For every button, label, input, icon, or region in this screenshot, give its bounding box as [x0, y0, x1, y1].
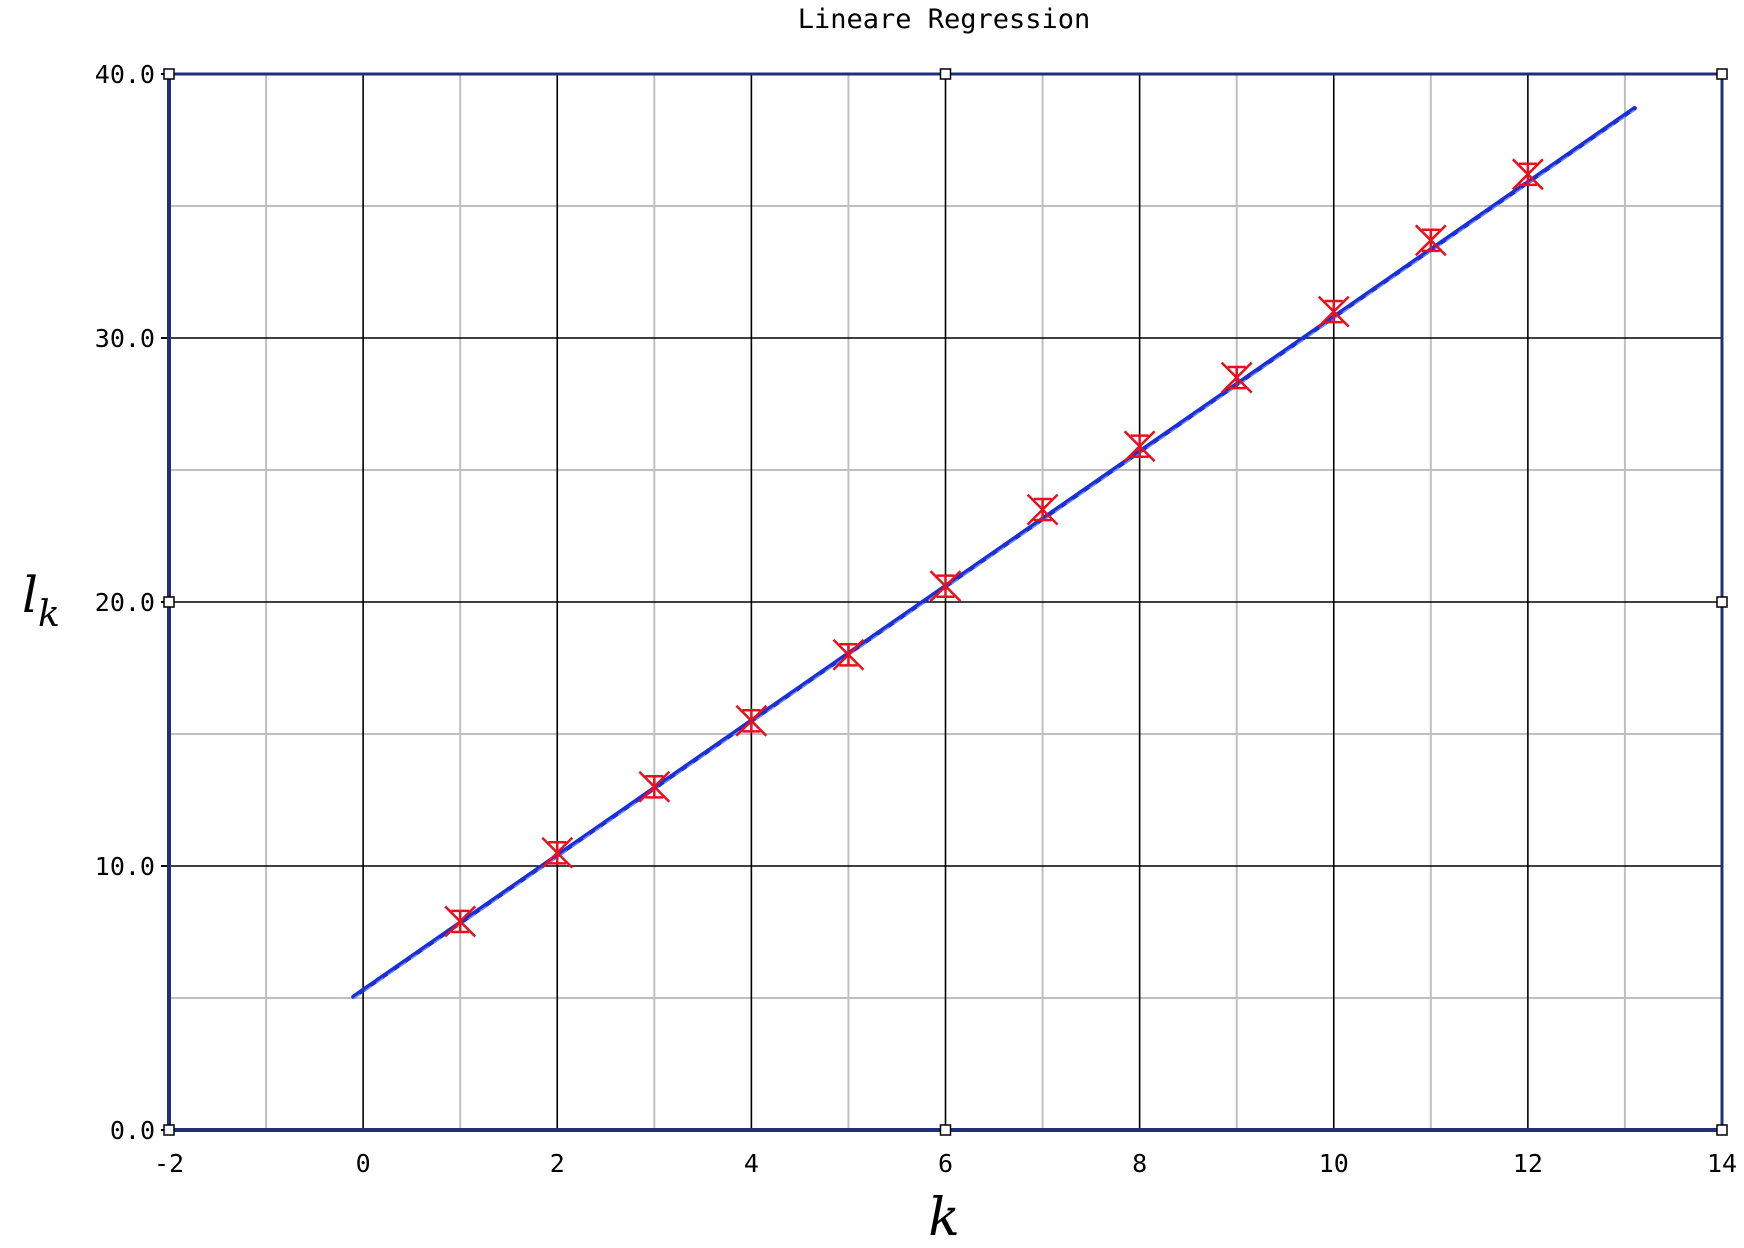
frame-handle	[1716, 596, 1728, 608]
point-marker-stroke-b	[638, 770, 671, 803]
y-axis-label: lk	[22, 566, 60, 635]
data-point	[1220, 361, 1253, 394]
point-marker-stroke-b	[929, 570, 962, 603]
point-marker-stroke-b	[1123, 430, 1156, 463]
frame-handle	[163, 68, 175, 80]
y-tick-label: 10.0	[95, 852, 155, 881]
fit-line-layer	[351, 105, 1637, 1000]
data-point	[929, 570, 962, 603]
data-point	[541, 836, 574, 869]
point-marker-stroke-b	[1317, 295, 1350, 328]
data-point	[444, 905, 477, 938]
point-marker-stroke-b	[444, 905, 477, 938]
y-tick-labels: 0.0 10.0 20.0 30.0 40.0	[95, 60, 155, 1145]
y-axis-label-main: l	[22, 566, 38, 624]
frame-handles	[163, 68, 1728, 1136]
data-point	[638, 770, 671, 803]
point-marker-stroke-b	[1414, 224, 1447, 257]
data-point	[735, 704, 768, 737]
x-tick-label: 14	[1707, 1149, 1737, 1178]
x-tick-label: 6	[938, 1149, 953, 1178]
y-tick-label: 0.0	[110, 1116, 155, 1145]
y-tick-label: 20.0	[95, 588, 155, 617]
frame-handle	[163, 596, 175, 608]
data-point	[1123, 430, 1156, 463]
frame-handle	[939, 1124, 952, 1136]
data-point	[1414, 224, 1447, 257]
x-tick-label: 12	[1513, 1149, 1543, 1178]
frame-handle	[939, 68, 952, 80]
point-marker-stroke-b	[541, 836, 574, 869]
regression-line	[351, 105, 1637, 1000]
data-point	[1026, 493, 1059, 526]
x-tick-label: 2	[550, 1149, 565, 1178]
data-point	[832, 638, 865, 671]
point-marker-stroke-b	[1026, 493, 1059, 526]
frame-handle	[1716, 68, 1728, 80]
y-tick-label: 30.0	[95, 324, 155, 353]
x-tick-label: 4	[744, 1149, 759, 1178]
x-tick-label: -2	[154, 1149, 184, 1178]
x-tick-labels: -2 0 2 4 6 8 10 12 14	[154, 1149, 1737, 1178]
x-axis-label: k	[928, 1188, 960, 1248]
frame-handle	[1716, 1124, 1728, 1136]
y-axis-label-sub: k	[38, 594, 60, 635]
point-marker-stroke-b	[1220, 361, 1253, 394]
data-point	[1511, 158, 1544, 191]
x-tick-label: 0	[356, 1149, 371, 1178]
x-tick-label: 10	[1319, 1149, 1349, 1178]
y-tick-label: 40.0	[95, 60, 155, 89]
point-marker-stroke-b	[1511, 158, 1544, 191]
data-point	[1317, 295, 1350, 328]
point-marker-stroke-b	[735, 704, 768, 737]
regression-line-dashed	[352, 109, 1636, 1000]
chart-title: Lineare Regression	[798, 4, 1091, 35]
x-tick-label: 8	[1132, 1149, 1147, 1178]
point-marker-stroke-b	[832, 638, 865, 671]
frame-handle	[163, 1124, 175, 1136]
data-points	[444, 158, 1544, 938]
